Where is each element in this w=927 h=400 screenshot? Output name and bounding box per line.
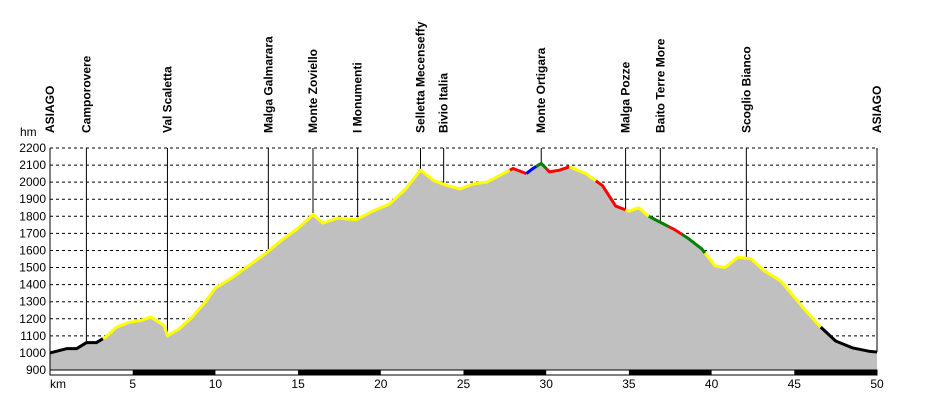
profile-segment	[525, 165, 538, 175]
x-tick-label: 20	[374, 377, 388, 391]
x-tick-label: 50	[870, 377, 884, 391]
y-tick-label: 900	[26, 363, 46, 377]
x-unit-label: km	[50, 377, 66, 391]
profile-segment	[102, 168, 511, 340]
waypoint-label: Scoglio Bianco	[739, 46, 753, 133]
waypoint-label: ASIAGO	[870, 86, 884, 133]
km-band	[628, 370, 712, 375]
profile-segment	[568, 165, 597, 183]
y-tick-label: 1300	[19, 295, 46, 309]
y-tick-label: 1200	[19, 312, 46, 326]
profile-area	[50, 163, 877, 370]
profile-segment	[535, 161, 548, 170]
km-band	[298, 370, 381, 375]
x-tick-label: 5	[129, 377, 136, 391]
x-tick-label: 30	[540, 377, 554, 391]
profile-line	[49, 161, 878, 355]
y-tick-label: 2200	[19, 141, 46, 155]
profile-segment	[667, 225, 683, 236]
y-tick-label: 1900	[19, 192, 46, 206]
y-tick-label: 1400	[19, 278, 46, 292]
km-band	[463, 370, 547, 375]
waypoint-label: Malga Galmarara	[261, 36, 275, 133]
x-tick-label: 15	[291, 377, 305, 391]
x-tick-label: 35	[622, 377, 636, 391]
x-tick-label: 45	[788, 377, 802, 391]
x-tick-label: 40	[705, 377, 719, 391]
profile-segment	[648, 214, 670, 228]
waypoint-label: Monte Ortigara	[534, 47, 548, 133]
profile-fill	[50, 163, 877, 370]
waypoint-lines	[49, 148, 878, 353]
y-tick-label: 1500	[19, 261, 46, 275]
km-band	[132, 370, 216, 375]
waypoint-label: Selletta Mecenseffy	[413, 21, 427, 133]
waypoint-labels: ASIAGO Camporovere Val Scaletta Malga Galma…	[43, 21, 884, 133]
y-tick-label: 2100	[19, 158, 46, 172]
profile-segment	[594, 179, 627, 212]
waypoint-label: Camporovere	[79, 55, 93, 133]
x-tick-label: 25	[457, 377, 471, 391]
profile-segment	[509, 166, 527, 176]
waypoint-label: Monte Zoviello	[306, 49, 320, 133]
y-tick-label: 1100	[20, 329, 46, 343]
y-tick-label: 1000	[19, 346, 46, 360]
y-tick-label: 2000	[19, 175, 46, 189]
profile-segment	[703, 252, 822, 329]
x-tick-label: 10	[209, 377, 223, 391]
waypoint-label: Malga Pozze	[619, 61, 633, 133]
y-axis: 900 1000 1100 1200 1300 1400 1500 1600 1700 1800 1…	[19, 141, 51, 377]
y-tick-label: 1700	[19, 226, 46, 240]
y-tick-label: 1800	[19, 209, 46, 223]
profile-segment	[625, 206, 650, 218]
profile-segment	[819, 326, 878, 354]
profile-segment	[49, 337, 104, 355]
profile-segment	[545, 165, 570, 174]
waypoint-label: I Monumenti	[351, 62, 365, 133]
waypoint-label: ASIAGO	[43, 86, 57, 133]
km-band	[794, 370, 877, 375]
x-axis: 5 10 15 20 25 30 35 40 45 50	[49, 369, 884, 391]
y-unit-label: hm	[20, 125, 37, 139]
y-tick-label: 1600	[19, 243, 46, 257]
waypoint-label: Baito Terre More	[653, 38, 667, 133]
waypoint-label: Bivio Italia	[437, 73, 451, 133]
waypoint-label: Val Scaletta	[160, 66, 174, 133]
profile-segment	[681, 232, 707, 254]
